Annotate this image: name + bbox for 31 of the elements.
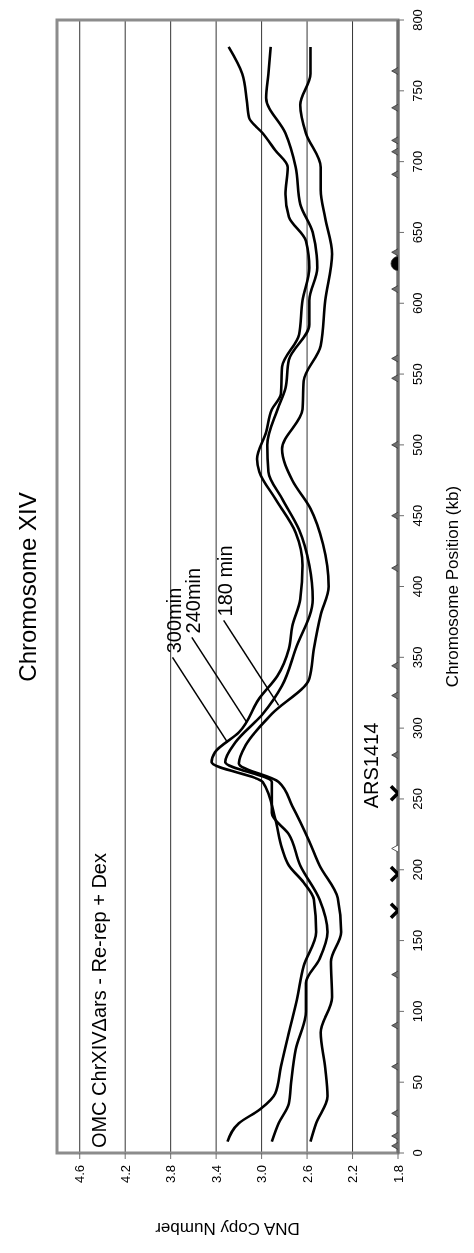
y-tick-label: 750 — [409, 79, 425, 102]
annotation: OMC ChrXIVΔars - Re-rep + Dex — [88, 852, 111, 1148]
x-axis-title: DNA Copy Number — [154, 1219, 300, 1238]
text: Chromosome XIV — [14, 491, 42, 682]
x-tick-label: 4.6 — [72, 1165, 88, 1184]
y-tick-label: 450 — [409, 504, 425, 527]
x-tick-label: 4.2 — [117, 1165, 133, 1184]
y-tick-label: 400 — [409, 575, 425, 598]
y-tick-label: 700 — [409, 150, 425, 173]
y-tick-label: 800 — [409, 9, 425, 31]
x-tick-label: 3.4 — [208, 1165, 224, 1184]
annotation: 180 min — [213, 545, 236, 617]
y-tick-label: 600 — [409, 292, 425, 315]
y-tick-label: 500 — [409, 434, 425, 456]
x-tick-label: 3.0 — [254, 1165, 270, 1184]
y-tick-label: 150 — [409, 929, 425, 952]
y-tick-label: 250 — [409, 788, 425, 810]
x-tick-label: 2.2 — [345, 1165, 361, 1184]
x-tick-label: 1.8 — [390, 1165, 406, 1184]
y-tick-label: 550 — [409, 363, 425, 385]
y-tick-label: 200 — [409, 858, 425, 881]
y-tick-label: 350 — [409, 646, 425, 669]
y-tick-label: 650 — [409, 221, 425, 244]
y-tick-label: 300 — [409, 717, 425, 739]
x-tick-label: 2.6 — [299, 1165, 315, 1184]
annotation: ARS1414 — [360, 722, 382, 809]
x-tick-label: 3.8 — [163, 1165, 179, 1184]
y-tick-label: 100 — [409, 1000, 425, 1023]
y-axis-title: Chromosome Position (kb) — [443, 485, 462, 688]
y-tick-label: 0 — [409, 1149, 425, 1157]
y-tick-label: 50 — [409, 1074, 425, 1090]
